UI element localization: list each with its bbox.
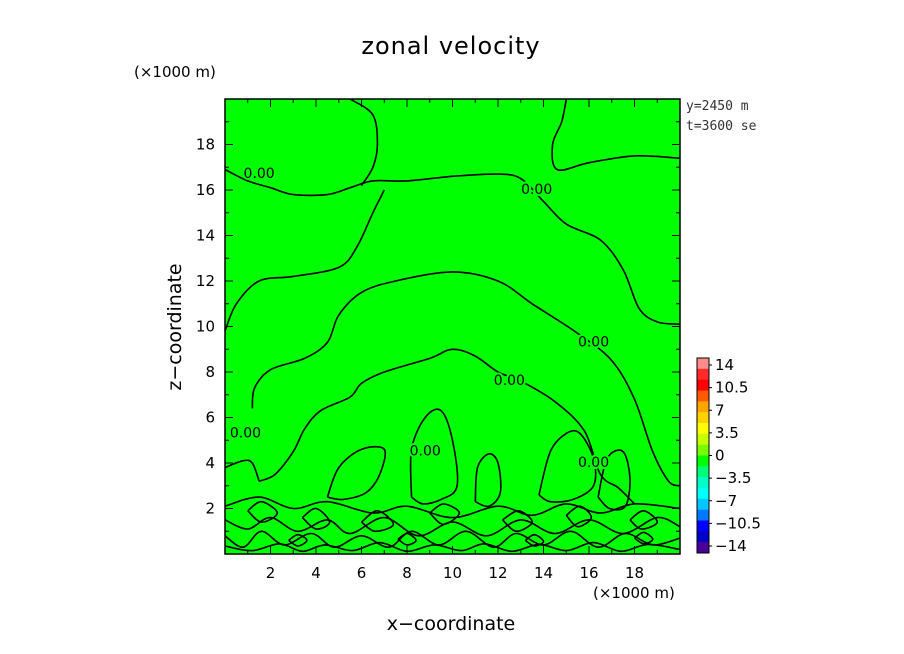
y-tick-label: 16 bbox=[196, 181, 215, 199]
contour-label: 0.00 bbox=[578, 455, 609, 471]
y-tick-label: 6 bbox=[205, 409, 215, 427]
contour-line-26 bbox=[634, 531, 654, 545]
x-tick-label: 12 bbox=[488, 564, 507, 582]
colorbar-segment bbox=[697, 455, 709, 467]
contour-line-12 bbox=[224, 496, 681, 519]
y-tick-label: 10 bbox=[196, 318, 215, 336]
y-tick-label: 18 bbox=[196, 136, 215, 154]
colorbar-segment bbox=[697, 466, 709, 478]
colorbar-segment bbox=[697, 412, 709, 424]
contour-line-25 bbox=[524, 533, 545, 547]
x-tick-label: 2 bbox=[266, 564, 276, 582]
y-tick-label: 14 bbox=[196, 227, 215, 245]
contour-line-10 bbox=[538, 429, 597, 503]
contour-label: 0.00 bbox=[410, 444, 441, 460]
colorbar-label: 3.5 bbox=[715, 424, 739, 442]
y-axis-label: z−coordinate bbox=[164, 263, 186, 390]
colorbar: 14 10.5 7 3.5 0 −3.5 −7 −10.5 −14 bbox=[696, 356, 761, 555]
colorbar-segment bbox=[697, 444, 709, 456]
contour-line-19 bbox=[429, 503, 461, 526]
x-tick-label: 6 bbox=[357, 564, 367, 582]
info-time: t=3600 se bbox=[686, 119, 757, 134]
contour-line-21 bbox=[565, 505, 593, 528]
contour-line-17 bbox=[301, 507, 331, 530]
colorbar-label: 14 bbox=[715, 356, 734, 374]
colorbar-segment bbox=[697, 368, 709, 380]
contour-line-7 bbox=[326, 445, 387, 501]
colorbar-segment bbox=[697, 390, 709, 402]
contour-field bbox=[225, 99, 680, 554]
contour-labels: 0.00 0.00 0.00 0.00 0.00 0.00 0.00 bbox=[228, 164, 611, 473]
contour-line-20 bbox=[502, 510, 533, 533]
colorbar-segment bbox=[697, 542, 709, 554]
colorbar-segment bbox=[697, 401, 709, 413]
y-tick-label: 2 bbox=[205, 500, 215, 518]
contour-line-13 bbox=[224, 516, 681, 537]
contour-lines bbox=[224, 98, 681, 553]
contour-line-6 bbox=[224, 459, 260, 482]
x-axis-unit: (×1000 m) bbox=[593, 584, 675, 602]
contour-line-3 bbox=[551, 98, 681, 171]
contour-line-16 bbox=[247, 500, 279, 523]
contour-line-1 bbox=[224, 189, 386, 332]
contour-label: 0.00 bbox=[494, 373, 525, 389]
colorbar-label: −3.5 bbox=[715, 469, 751, 487]
colorbar-segment bbox=[697, 433, 709, 445]
colorbar-segment bbox=[697, 379, 709, 391]
contour-line-24 bbox=[397, 532, 417, 546]
y-tick-label: 12 bbox=[196, 272, 215, 290]
contour-line-23 bbox=[288, 533, 308, 547]
x-tick-label: 4 bbox=[311, 564, 321, 582]
colorbar-segment bbox=[697, 477, 709, 489]
colorbar-label: 10.5 bbox=[715, 379, 748, 397]
contour-line-0 bbox=[224, 168, 681, 325]
colorbar-label: 0 bbox=[715, 447, 725, 465]
colorbar-segment bbox=[697, 423, 709, 435]
colorbar-segment bbox=[697, 520, 709, 532]
x-tick-label: 8 bbox=[402, 564, 412, 582]
colorbar-segment bbox=[697, 488, 709, 500]
colorbar-label: −10.5 bbox=[715, 514, 761, 532]
contour-label: 0.00 bbox=[230, 425, 261, 441]
colorbar-segment bbox=[697, 531, 709, 543]
x-tick-label: 14 bbox=[534, 564, 553, 582]
contour-line-2 bbox=[349, 98, 379, 186]
colorbar-segment bbox=[697, 509, 709, 521]
chart-title: zonal velocity bbox=[361, 32, 540, 60]
colorbar-segment bbox=[697, 358, 709, 370]
contour-label: 0.00 bbox=[521, 182, 552, 198]
x-tick-label: 16 bbox=[579, 564, 598, 582]
colorbar-segment bbox=[697, 498, 709, 510]
contour-line-18 bbox=[361, 510, 395, 533]
axis-ticks: 2 4 6 8 10 12 14 16 18 2 4 6 8 10 12 14 16 18 bbox=[196, 99, 680, 582]
contour-line-15 bbox=[224, 541, 681, 553]
x-tick-label: 18 bbox=[625, 564, 644, 582]
contour-line-8 bbox=[409, 408, 459, 505]
x-axis-label: x−coordinate bbox=[387, 613, 516, 635]
contour-label: 0.00 bbox=[244, 166, 275, 182]
contour-line-5 bbox=[258, 348, 636, 505]
contour-line-11 bbox=[597, 449, 631, 511]
contour-line-9 bbox=[474, 453, 502, 508]
colorbar-label: −7 bbox=[715, 492, 737, 510]
y-tick-label: 8 bbox=[205, 363, 215, 381]
y-tick-label: 4 bbox=[205, 454, 215, 472]
y-axis-unit: (×1000 m) bbox=[134, 63, 216, 81]
contour-label: 0.00 bbox=[578, 334, 609, 350]
contour-line-4 bbox=[251, 271, 681, 487]
info-y-position: y=2450 m bbox=[686, 99, 749, 114]
colorbar-label: −14 bbox=[715, 537, 747, 555]
contour-line-22 bbox=[629, 510, 659, 530]
x-tick-label: 10 bbox=[443, 564, 462, 582]
colorbar-label: 7 bbox=[715, 401, 725, 419]
